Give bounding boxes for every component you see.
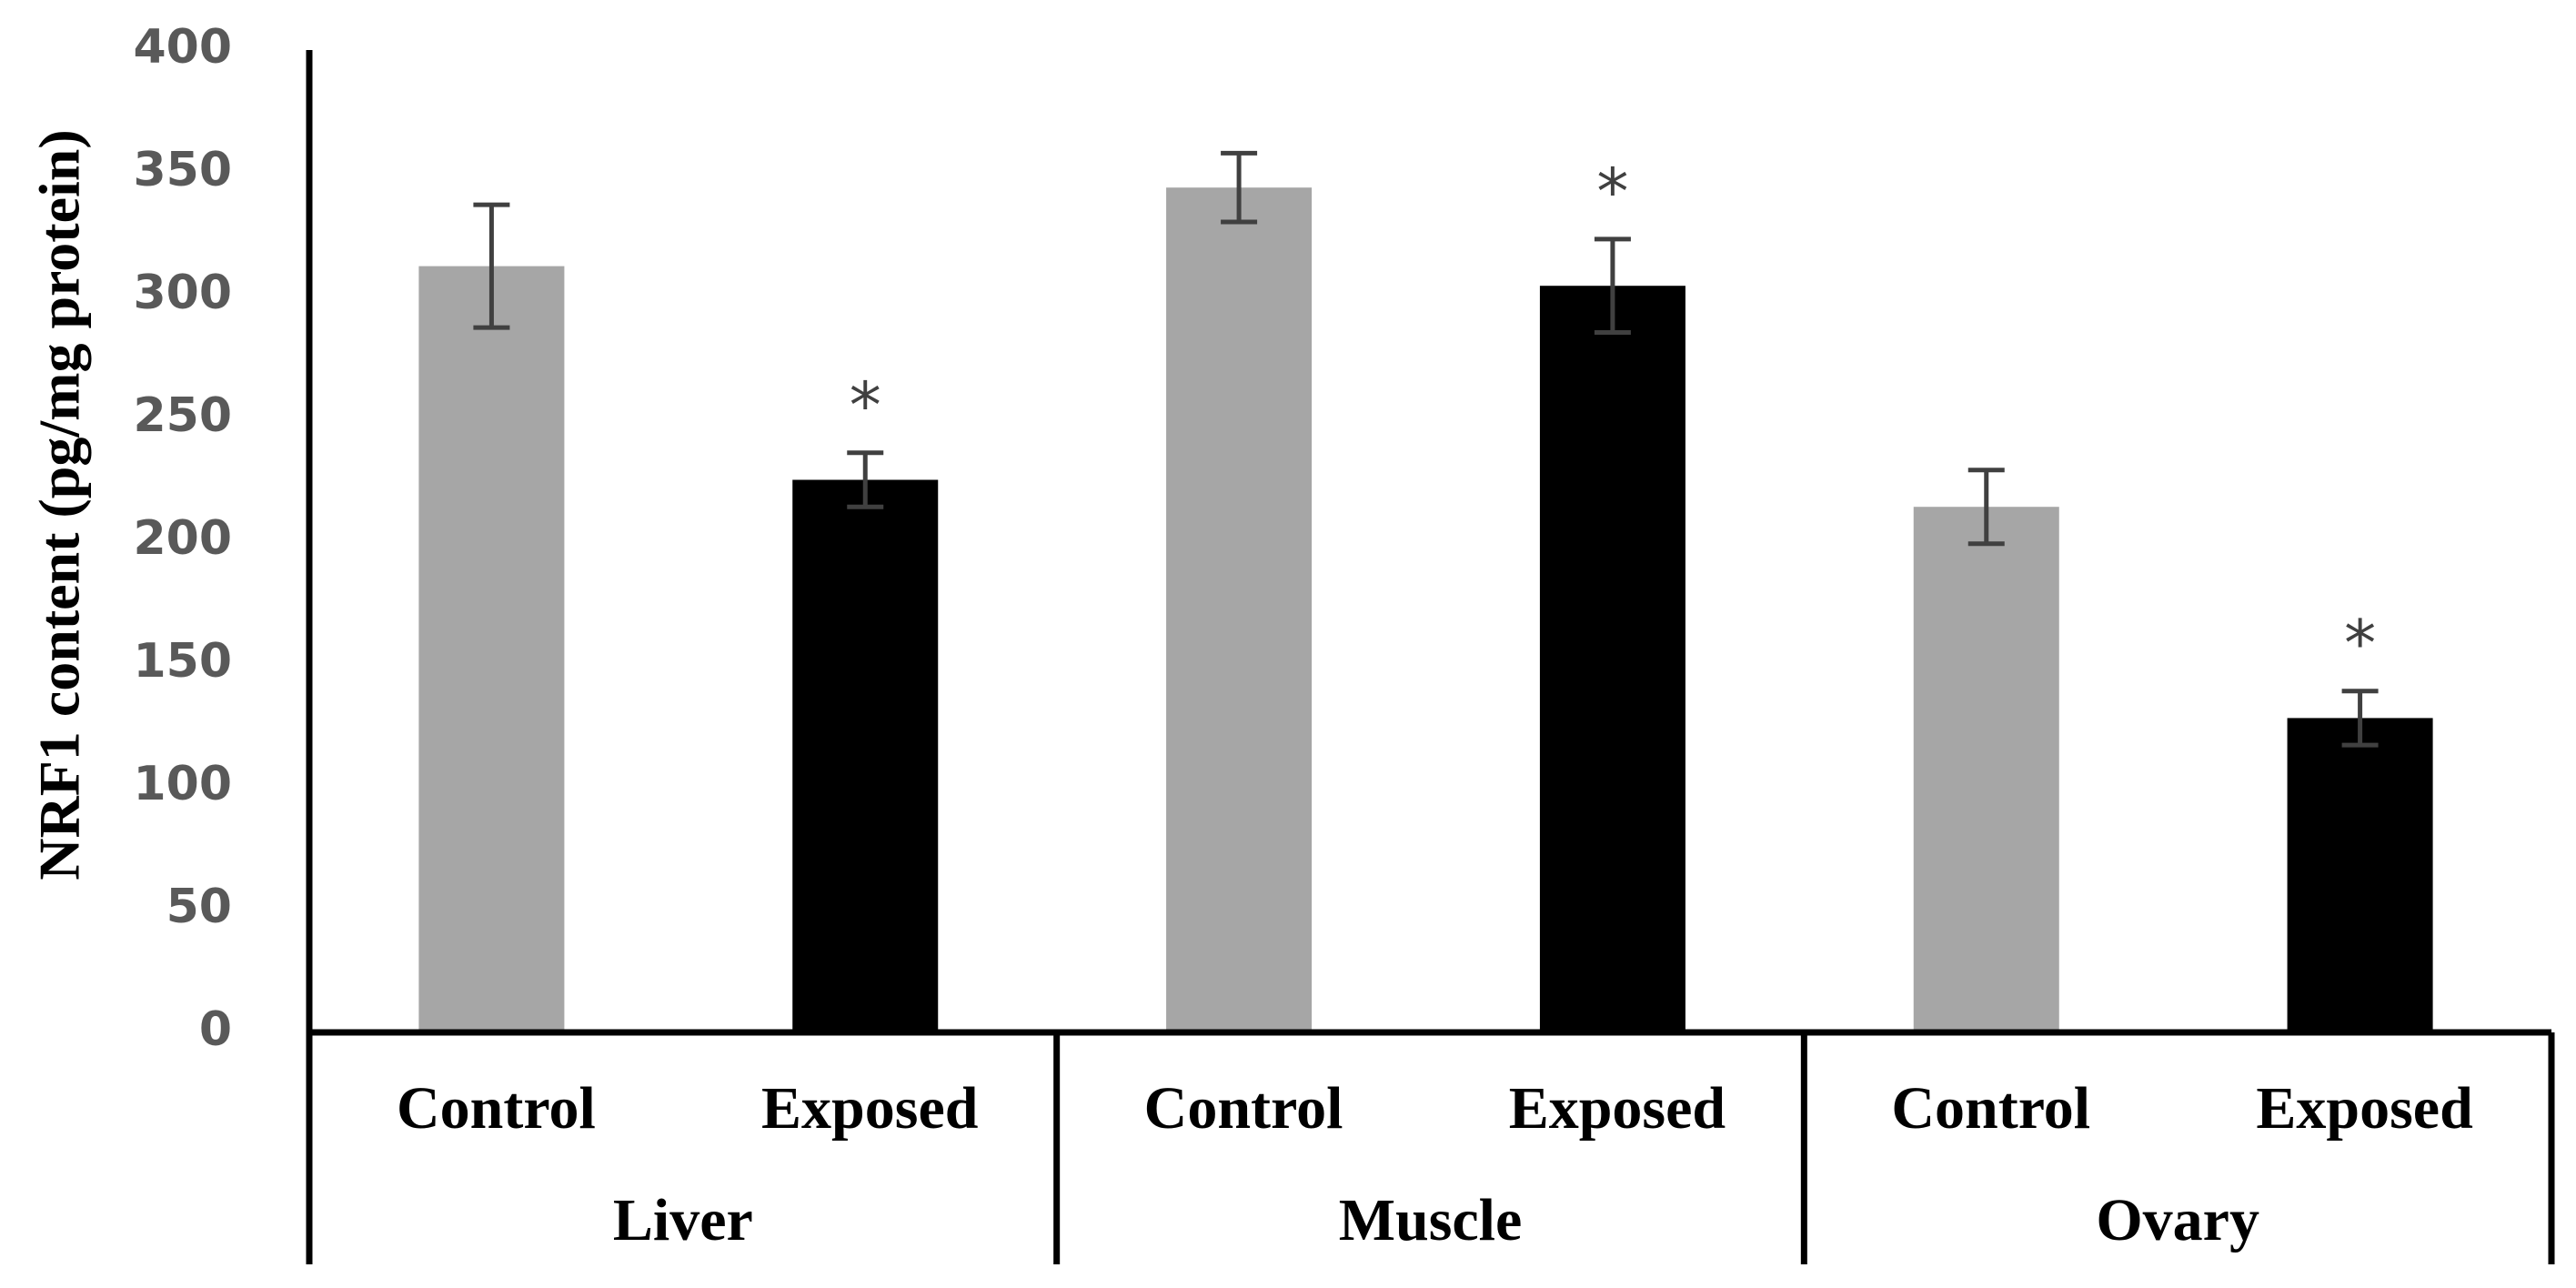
- group-label: Liver: [613, 1187, 753, 1253]
- error-bar: [473, 202, 510, 330]
- error-bar: [1594, 236, 1631, 335]
- y-tick-label: 100: [133, 757, 232, 811]
- y-tick-label: 300: [133, 266, 232, 320]
- significance-asterisk: *: [1596, 155, 1628, 229]
- y-tick-label: 200: [133, 511, 232, 566]
- group-label: Ovary: [2096, 1187, 2259, 1253]
- category-label: Exposed: [761, 1075, 978, 1142]
- significance-asterisk: *: [2344, 607, 2376, 681]
- group-label: Muscle: [1339, 1187, 1523, 1253]
- error-bar: [2341, 689, 2379, 748]
- bar-muscle-control: [1166, 187, 1313, 1032]
- y-tick-label: 400: [133, 20, 232, 75]
- bar-ovary-control: [1913, 507, 2059, 1032]
- category-label: Exposed: [1509, 1075, 1726, 1142]
- category-label: Control: [1891, 1075, 2090, 1142]
- axes-layer: [306, 50, 2555, 1264]
- bars-layer: * * *: [418, 150, 2433, 1033]
- y-tick-label: 50: [166, 880, 232, 934]
- bar-ovary-exposed: [2287, 718, 2433, 1032]
- error-bar: [1221, 150, 1258, 225]
- error-bar: [1967, 468, 2005, 547]
- y-tick-label: 0: [199, 1002, 232, 1057]
- y-axis-ticks: 0 50 100 150 200 250 300 350 400: [133, 20, 232, 1057]
- y-tick-label: 150: [133, 634, 232, 689]
- bar-muscle-exposed: [1539, 286, 1685, 1032]
- bar-liver-control: [418, 266, 565, 1033]
- category-labels-layer: Control Exposed Control Exposed Control Expos…: [397, 1075, 2473, 1253]
- category-label: Control: [1144, 1075, 1343, 1142]
- category-label: Exposed: [2256, 1075, 2472, 1142]
- category-label: Control: [397, 1075, 596, 1142]
- error-bar: [847, 450, 884, 509]
- y-tick-label: 250: [133, 388, 232, 443]
- y-axis-title: NRF1 content (pg/mg protein): [27, 129, 92, 880]
- bar-liver-exposed: [792, 479, 939, 1032]
- y-tick-label: 350: [133, 143, 232, 197]
- significance-asterisk: *: [850, 368, 881, 443]
